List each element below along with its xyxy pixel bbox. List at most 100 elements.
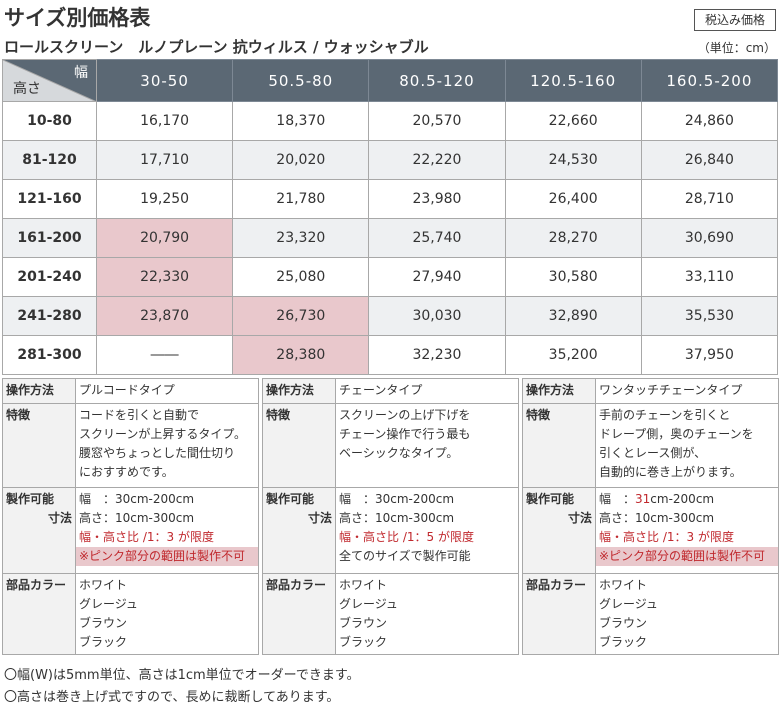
spec-table-chain: 操作方法 チェーンタイプ 特徴 スクリーンの上げ下げを チェーン操作で行う最も … — [262, 378, 519, 655]
restriction-note: ※ピンク部分の範囲は製作不可 — [76, 547, 258, 566]
price-cell: 25,740 — [368, 218, 506, 258]
size-ratio: 幅・高さ比 /1：3 が限度 — [599, 530, 734, 544]
price-cell: 30,580 — [504, 257, 642, 297]
price-cell: 18,370 — [232, 101, 370, 141]
price-row: 201-240 22,330 25,080 27,940 30,580 33,1… — [2, 257, 779, 297]
feature-line: 手前のチェーンを引くと — [599, 408, 731, 422]
parts-color-label: 部品カラー — [2, 573, 76, 655]
width-column-header: 30-50 — [95, 59, 234, 102]
size-width-min-highlight: 31 — [635, 492, 651, 506]
price-cell: 24,860 — [640, 101, 779, 141]
spec-table-pull-cord: 操作方法 プルコードタイプ 特徴 コードを引くと自動で スクリーンが上昇するタイ… — [2, 378, 259, 655]
size-ratio: 幅・高さ比 /1：5 が限度 — [339, 530, 474, 544]
size-range-text: 幅 ：30cm-200cm 高さ：10cm-300cm 幅・高さ比 /1：3 が… — [75, 487, 259, 574]
operation-method-value: プルコードタイプ — [75, 378, 259, 404]
height-row-header: 121-160 — [2, 179, 97, 219]
price-row: 241-280 23,870 26,730 30,030 32,890 35,5… — [2, 296, 779, 336]
feature-line: 腰窓やちょっとした間仕切り — [79, 446, 236, 460]
color-item: ホワイト — [79, 578, 128, 592]
operation-method-label: 操作方法 — [262, 378, 336, 404]
corner-width-label: 幅 — [74, 65, 88, 81]
price-cell: 23,980 — [368, 179, 506, 219]
operation-method-value: ワンタッチチェーンタイプ — [595, 378, 779, 404]
unit-label: （単位：cm） — [697, 41, 776, 55]
feature-line: ドレープ側，奥のチェーンを — [599, 427, 754, 441]
restriction-note: ※ピンク部分の範囲は製作不可 — [596, 547, 778, 566]
price-cell: 26,840 — [640, 140, 779, 180]
color-item: ブラック — [339, 635, 388, 649]
price-cell: 23,320 — [232, 218, 370, 258]
color-item: グレージュ — [79, 597, 138, 611]
feature-line: 引くとレース側が、 — [599, 446, 707, 460]
size-width: 幅 ：30cm-200cm — [339, 492, 455, 506]
price-row: 161-200 20,790 23,320 25,740 28,270 30,6… — [2, 218, 779, 258]
price-cell-restricted: 23,870 — [95, 296, 234, 336]
price-row: 10-80 16,170 18,370 20,570 22,660 24,860 — [2, 101, 779, 141]
color-item: ブラック — [599, 635, 648, 649]
product-subtitle: ロールスクリーン ルノプレーン 抗ウィルス / ウォッシャブル — [4, 38, 429, 56]
size-label-line: 寸法 — [47, 511, 72, 525]
size-range-text: 幅 ：30cm-200cm 高さ：10cm-300cm 幅・高さ比 /1：5 が… — [335, 487, 519, 574]
operation-method-label: 操作方法 — [2, 378, 76, 404]
parts-color-list: ホワイト グレージュ ブラウン ブラック — [595, 573, 779, 655]
width-column-header: 120.5-160 — [504, 59, 642, 102]
price-cell: 19,250 — [95, 179, 234, 219]
price-cell-restricted: 26,730 — [232, 296, 370, 336]
corner-diagonal — [3, 60, 96, 101]
price-cell: 16,170 — [95, 101, 234, 141]
feature-line: コードを引くと自動で — [79, 408, 200, 422]
feature-line: チェーン操作で行う最も — [339, 427, 471, 441]
price-cell: 24,530 — [504, 140, 642, 180]
size-range-label: 製作可能 寸法 — [262, 487, 336, 574]
size-range-text: 幅 ：31cm-200cm 高さ：10cm-300cm 幅・高さ比 /1：3 が… — [595, 487, 779, 574]
table-corner: 幅 高さ — [2, 59, 97, 102]
size-height: 高さ：10cm-300cm — [339, 511, 455, 525]
size-label-line: 製作可能 — [266, 492, 315, 506]
feature-label: 特徴 — [2, 403, 76, 488]
height-row-header: 241-280 — [2, 296, 97, 336]
color-item: グレージュ — [599, 597, 658, 611]
size-width: 幅 ：31cm-200cm — [599, 490, 775, 509]
size-range-label: 製作可能 寸法 — [2, 487, 76, 574]
price-cell: 22,660 — [504, 101, 642, 141]
price-row: 281-300 ―― 28,380 32,230 35,200 37,950 — [2, 335, 779, 375]
size-ratio: 幅・高さ比 /1：3 が限度 — [79, 530, 214, 544]
color-item: ホワイト — [599, 578, 648, 592]
price-cell: 26,400 — [504, 179, 642, 219]
width-column-header: 80.5-120 — [368, 59, 506, 102]
spec-table-one-touch-chain: 操作方法 ワンタッチチェーンタイプ 特徴 手前のチェーンを引くと ドレープ側，奥… — [522, 378, 779, 655]
price-cell: 32,890 — [504, 296, 642, 336]
price-cell: 22,220 — [368, 140, 506, 180]
price-table: 幅 高さ 30-50 50.5-80 80.5-120 120.5-160 16… — [2, 59, 779, 375]
footer-note: 〇幅(W)は5mm単位、高さは1cm単位でオーダーできます。 — [4, 668, 360, 683]
price-cell-restricted: 20,790 — [95, 218, 234, 258]
price-cell: 28,270 — [504, 218, 642, 258]
tax-included-badge: 税込み価格 — [694, 9, 776, 31]
size-label-line: 製作可能 — [6, 492, 55, 506]
width-column-header: 160.5-200 — [640, 59, 779, 102]
height-row-header: 281-300 — [2, 335, 97, 375]
size-label-line: 寸法 — [307, 511, 332, 525]
color-item: グレージュ — [339, 597, 398, 611]
price-row: 121-160 19,250 21,780 23,980 26,400 28,7… — [2, 179, 779, 219]
price-cell: 32,230 — [368, 335, 506, 375]
price-cell: 28,710 — [640, 179, 779, 219]
price-cell: 35,200 — [504, 335, 642, 375]
price-cell-restricted: 28,380 — [232, 335, 370, 375]
footer-notes: 〇幅(W)は5mm単位、高さは1cm単位でオーダーできます。 〇高さは巻き上げ式… — [4, 665, 360, 709]
color-item: ブラウン — [339, 616, 388, 630]
price-cell-restricted: 22,330 — [95, 257, 234, 297]
feature-text: 手前のチェーンを引くと ドレープ側，奥のチェーンを 引くとレース側が、 自動的に… — [595, 403, 779, 488]
feature-line: ベーシックなタイプ。 — [339, 446, 459, 460]
operation-method-label: 操作方法 — [522, 378, 596, 404]
feature-text: スクリーンの上げ下げを チェーン操作で行う最も ベーシックなタイプ。 — [335, 403, 519, 488]
price-cell: 30,030 — [368, 296, 506, 336]
color-item: ホワイト — [339, 578, 388, 592]
size-width-prefix: 幅 ： — [599, 492, 636, 506]
feature-text: コードを引くと自動で スクリーンが上昇するタイプ。 腰窓やちょっとした間仕切り … — [75, 403, 259, 488]
width-column-header: 50.5-80 — [232, 59, 370, 102]
feature-label: 特徴 — [262, 403, 336, 488]
size-label-line: 製作可能 — [526, 492, 575, 506]
height-row-header: 10-80 — [2, 101, 97, 141]
size-range-label: 製作可能 寸法 — [522, 487, 596, 574]
